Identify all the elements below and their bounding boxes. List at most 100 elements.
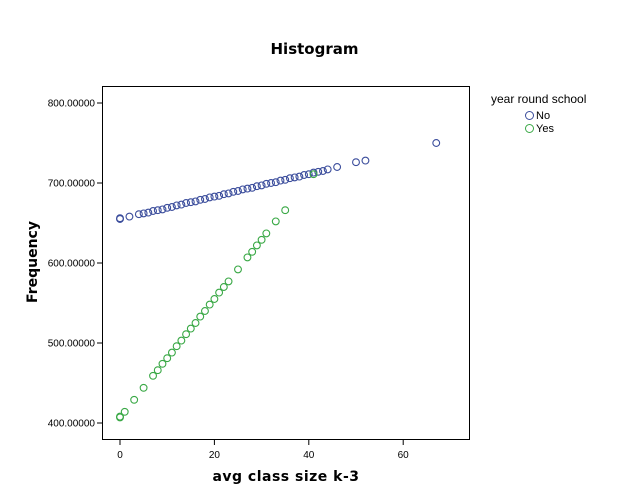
data-point-yes bbox=[158, 359, 167, 368]
data-point-yes bbox=[191, 319, 200, 327]
data-point-no bbox=[196, 195, 205, 204]
data-point-no bbox=[210, 192, 219, 201]
data-point-no bbox=[304, 170, 313, 179]
data-point-yes bbox=[196, 312, 205, 321]
x-tick-label: 20 bbox=[209, 450, 221, 461]
y-tick-label: 500.00000 bbox=[48, 339, 96, 350]
data-point-yes bbox=[186, 324, 195, 333]
data-point-yes bbox=[153, 366, 162, 375]
data-point-yes bbox=[271, 217, 280, 226]
data-point-no bbox=[361, 156, 370, 165]
y-axis: 400.00000 500.00000 600.00000 700.00000 800.… bbox=[48, 99, 102, 430]
data-point-yes bbox=[210, 295, 219, 303]
data-point-yes bbox=[224, 277, 233, 286]
data-point-no bbox=[314, 167, 323, 176]
data-point-no bbox=[281, 175, 290, 184]
data-point-no bbox=[262, 179, 271, 188]
x-axis-label: avg class size k-3 bbox=[212, 469, 360, 485]
chart-title: Histogram bbox=[270, 40, 359, 58]
data-point-no bbox=[319, 167, 327, 175]
data-point-yes bbox=[257, 235, 266, 244]
data-point-no bbox=[290, 173, 299, 182]
circle-marker-icon bbox=[525, 124, 534, 133]
data-point-yes bbox=[205, 300, 214, 309]
data-point-yes bbox=[215, 288, 224, 297]
data-point-no bbox=[167, 203, 176, 211]
data-point-yes bbox=[248, 247, 257, 256]
data-point-no bbox=[267, 179, 275, 187]
data-point-yes bbox=[234, 265, 242, 274]
y-tick-label: 400.00000 bbox=[48, 419, 96, 430]
data-point-no bbox=[352, 158, 360, 167]
x-tick-label: 0 bbox=[117, 450, 123, 461]
data-point-no bbox=[243, 184, 252, 193]
data-point-no bbox=[182, 199, 191, 207]
y-tick-label: 700.00000 bbox=[48, 179, 96, 190]
y-tick-label: 800.00000 bbox=[48, 99, 96, 110]
legend: year round school No Yes bbox=[491, 92, 586, 135]
y-axis-label: Frequency bbox=[25, 221, 41, 303]
data-point-yes bbox=[262, 229, 271, 238]
data-point-yes bbox=[201, 307, 209, 315]
data-point-no bbox=[158, 205, 167, 214]
x-tick-label: 40 bbox=[303, 450, 315, 461]
circle-marker-icon bbox=[525, 111, 534, 120]
data-point-no bbox=[153, 206, 162, 215]
data-point-no bbox=[248, 183, 257, 192]
data-point-yes bbox=[281, 206, 290, 215]
data-point-yes bbox=[163, 354, 172, 363]
data-point-no bbox=[177, 200, 186, 209]
data-point-no bbox=[252, 182, 261, 191]
data-point-yes bbox=[130, 395, 139, 404]
data-point-no bbox=[215, 191, 224, 200]
data-point-no bbox=[191, 197, 200, 206]
data-point-no bbox=[172, 201, 181, 210]
data-point-no bbox=[201, 195, 209, 203]
data-point-yes bbox=[182, 330, 191, 339]
y-tick-label: 600.00000 bbox=[48, 259, 96, 270]
data-point-no bbox=[144, 208, 153, 217]
data-point-no bbox=[224, 189, 233, 198]
data-point-no bbox=[149, 207, 157, 215]
legend-item-yes: Yes bbox=[525, 122, 586, 135]
plot-area bbox=[102, 86, 470, 440]
data-point-no bbox=[285, 174, 294, 183]
data-point-yes bbox=[243, 253, 252, 262]
legend-label: Yes bbox=[536, 122, 554, 135]
data-point-no bbox=[163, 203, 172, 212]
data-point-yes bbox=[252, 241, 261, 250]
data-point-yes bbox=[120, 407, 129, 416]
data-point-no bbox=[300, 171, 309, 179]
data-point-yes bbox=[116, 412, 124, 421]
data-point-no bbox=[271, 178, 280, 187]
data-point-no bbox=[257, 181, 266, 190]
data-point-no bbox=[432, 139, 441, 147]
data-point-no bbox=[229, 187, 238, 196]
data-point-no bbox=[295, 172, 304, 181]
data-points bbox=[116, 139, 441, 422]
data-point-no bbox=[186, 198, 195, 207]
legend-title: year round school bbox=[491, 92, 587, 106]
x-axis: 0 20 40 60 bbox=[117, 440, 409, 461]
data-point-yes bbox=[167, 348, 176, 357]
data-point-no bbox=[333, 163, 342, 171]
data-point-no bbox=[276, 176, 285, 185]
x-tick-label: 60 bbox=[398, 450, 410, 461]
legend-label: No bbox=[536, 109, 551, 122]
data-point-no bbox=[234, 187, 242, 195]
legend-item-no: No bbox=[525, 109, 586, 122]
data-point-no bbox=[125, 212, 134, 221]
data-point-no bbox=[134, 210, 143, 219]
data-point-yes bbox=[139, 383, 148, 392]
data-point-no bbox=[205, 193, 214, 202]
data-point-yes bbox=[177, 336, 186, 345]
data-point-no bbox=[238, 185, 247, 194]
data-point-yes bbox=[172, 342, 181, 351]
data-point-yes bbox=[149, 371, 157, 380]
data-point-no bbox=[116, 214, 124, 223]
data-point-no bbox=[323, 165, 332, 174]
data-point-yes bbox=[309, 170, 318, 179]
data-point-no bbox=[139, 209, 148, 218]
data-point-yes bbox=[219, 283, 228, 291]
